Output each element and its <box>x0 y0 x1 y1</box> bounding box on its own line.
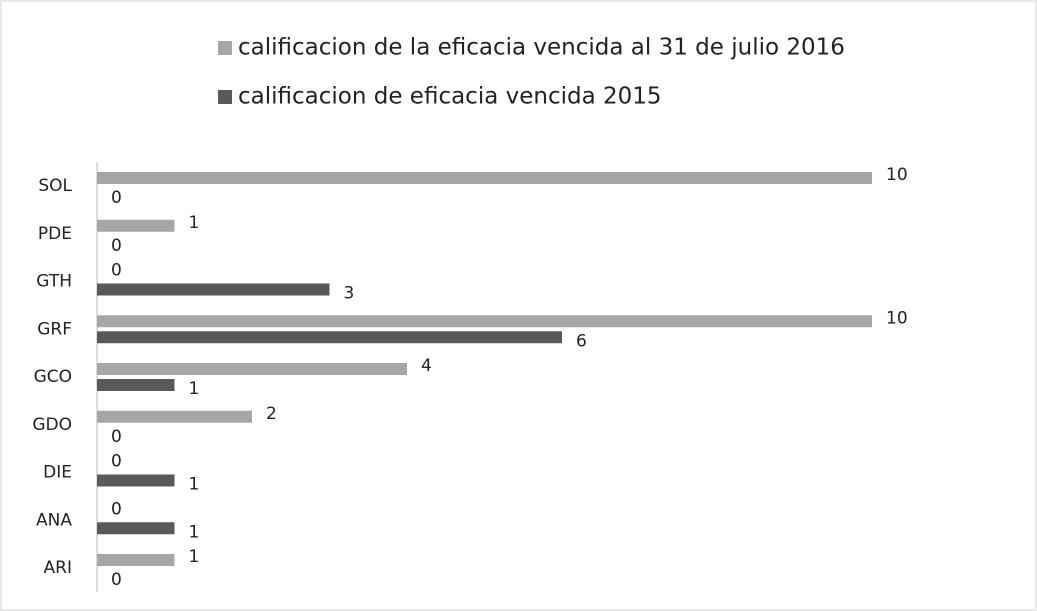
data-label: 0 <box>111 570 122 590</box>
data-label: 4 <box>421 356 432 376</box>
y-tick-label: ARI <box>44 558 72 578</box>
bar <box>97 474 175 487</box>
data-label: 0 <box>111 452 122 472</box>
data-label: 6 <box>576 331 587 351</box>
legend-swatch <box>218 41 232 55</box>
legend-swatch <box>218 90 232 104</box>
data-label: 0 <box>111 499 122 519</box>
y-tick-label: GDO <box>32 415 72 435</box>
y-tick-label: GRF <box>37 319 72 339</box>
data-label: 1 <box>189 379 200 399</box>
legend-label: calificacion de eficacia vencida 2015 <box>238 84 662 110</box>
bar <box>97 315 872 328</box>
data-label: 0 <box>111 261 122 281</box>
data-label: 0 <box>111 188 122 208</box>
y-tick-label: DIE <box>43 463 72 483</box>
data-label: 2 <box>266 404 277 424</box>
data-label: 1 <box>189 213 200 233</box>
data-label: 0 <box>111 236 122 256</box>
bar <box>97 522 175 535</box>
data-label: 10 <box>886 308 908 328</box>
data-label: 3 <box>344 284 355 304</box>
legend-label: calificacion de la eficacia vencida al 3… <box>238 35 845 61</box>
bar <box>97 410 252 423</box>
y-tick-label: GTH <box>36 272 72 292</box>
bar <box>97 283 330 296</box>
bar <box>97 363 407 375</box>
bar <box>97 331 562 344</box>
y-tick-label: ANA <box>36 510 72 530</box>
data-label: 10 <box>886 165 908 185</box>
bar <box>97 172 872 184</box>
bar <box>97 219 175 232</box>
y-tick-label: GCO <box>34 367 72 387</box>
data-label: 1 <box>189 475 200 495</box>
data-label: 1 <box>189 547 200 567</box>
data-label: 0 <box>111 427 122 447</box>
y-tick-label: PDE <box>38 224 72 244</box>
data-label: 1 <box>189 522 200 542</box>
bar <box>97 554 175 566</box>
y-tick-label: SOL <box>38 176 72 196</box>
bar <box>97 379 175 391</box>
